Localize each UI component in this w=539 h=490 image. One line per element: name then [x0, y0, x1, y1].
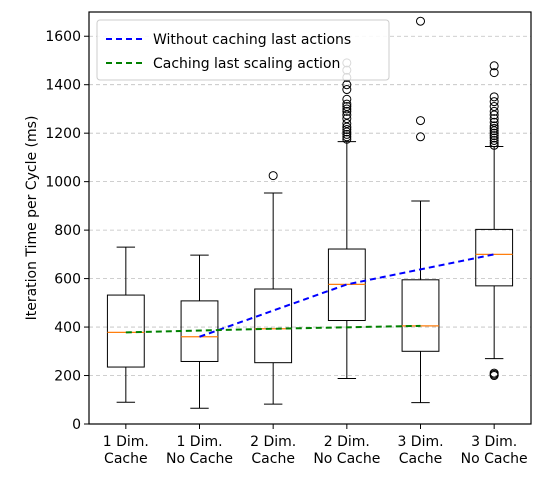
outlier-point — [342, 80, 352, 90]
x-tick-label: Cache — [399, 451, 443, 467]
box-1 — [106, 246, 145, 403]
outlier-point — [342, 106, 352, 116]
x-tick-label: No Cache — [166, 451, 233, 467]
y-axis-title: Iteration Time per Cycle (ms) — [24, 116, 40, 321]
outlier-point — [342, 134, 352, 144]
series-lines — [125, 253, 495, 338]
outlier-point — [489, 102, 499, 112]
outlier-point — [342, 102, 352, 112]
outlier-point — [489, 123, 499, 133]
box-4 — [327, 58, 366, 379]
outlier-point — [342, 85, 352, 95]
outlier-point — [342, 94, 352, 104]
series-line-1 — [199, 253, 495, 338]
y-axis-ticks: 0 200 400 600 800 1000 1200 1400 1600 — [45, 29, 89, 433]
x-tick-label: 3 Dim. — [397, 434, 443, 450]
outlier-point — [342, 132, 352, 142]
outlier-point — [489, 68, 499, 78]
outlier-point — [416, 132, 425, 142]
outlier-point — [489, 117, 499, 127]
x-tick-label: 2 Dim. — [250, 434, 296, 450]
box-3 — [254, 171, 293, 405]
outlier-point — [489, 138, 499, 148]
boxplots — [106, 16, 514, 409]
y-tick-label: 1600 — [45, 29, 81, 45]
y-tick-label: 600 — [54, 272, 81, 288]
y-tick-label: 0 — [72, 417, 81, 433]
y-tick-label: 800 — [54, 223, 81, 239]
legend-box — [96, 19, 390, 81]
outlier-point — [489, 114, 499, 124]
x-tick-label: Cache — [104, 451, 148, 467]
outlier-point — [489, 128, 499, 138]
outlier-point — [489, 121, 499, 131]
x-tick-label: 3 Dim. — [471, 434, 517, 450]
y-tick-label: 1000 — [45, 175, 81, 191]
y-tick-label: 400 — [54, 320, 81, 336]
legend-label: Caching last scaling action — [153, 56, 340, 72]
outlier-point — [489, 368, 499, 378]
legend: Without caching last actions Caching last… — [96, 19, 390, 81]
box-6 — [475, 61, 514, 381]
outlier-point — [489, 97, 499, 107]
outlier-point — [342, 99, 352, 109]
x-tick-label: No Cache — [461, 451, 528, 467]
outlier-point — [489, 61, 499, 71]
y-tick-label: 1200 — [45, 126, 81, 142]
x-tick-label: Cache — [251, 451, 295, 467]
box-body — [106, 294, 145, 368]
outlier-point — [489, 140, 499, 150]
outlier-point — [489, 135, 499, 145]
outlier-point — [342, 125, 352, 135]
outlier-point — [342, 129, 352, 139]
outlier-point — [416, 16, 425, 26]
outlier-point — [489, 131, 499, 141]
legend-label: Without caching last actions — [153, 32, 351, 48]
outlier-point — [416, 116, 425, 126]
outlier-point — [268, 171, 278, 181]
x-tick-label: 1 Dim. — [176, 434, 222, 450]
x-tick-label: 2 Dim. — [324, 434, 370, 450]
y-tick-label: 200 — [54, 369, 81, 385]
plot-frame — [88, 11, 532, 425]
box-5 — [401, 16, 440, 404]
outlier-point — [342, 114, 352, 124]
outlier-point — [489, 133, 499, 143]
box-body — [254, 288, 293, 364]
outlier-point — [489, 106, 499, 116]
series-line-2 — [125, 324, 421, 334]
box-body — [401, 279, 440, 352]
gridlines — [89, 35, 531, 425]
y-tick-label: 1400 — [45, 78, 81, 94]
box-body — [475, 228, 514, 287]
x-tick-label: No Cache — [313, 451, 380, 467]
x-tick-label: 1 Dim. — [103, 434, 149, 450]
outlier-point — [489, 92, 499, 102]
outlier-point — [342, 104, 352, 114]
